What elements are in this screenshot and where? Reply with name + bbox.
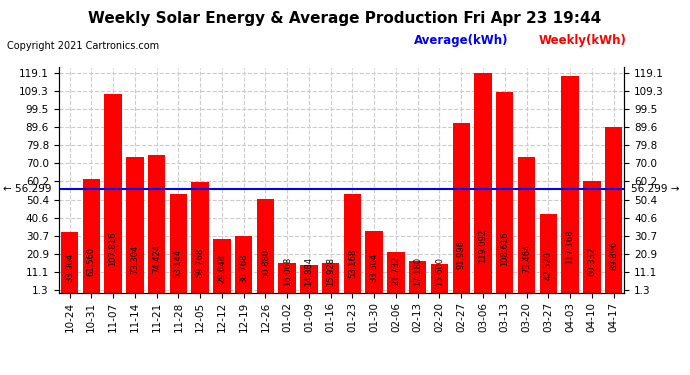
Text: 91.996: 91.996 xyxy=(457,240,466,269)
Bar xyxy=(474,73,492,292)
Text: 73.304: 73.304 xyxy=(130,244,139,273)
Text: Weekly Solar Energy & Average Production Fri Apr 23 19:44: Weekly Solar Energy & Average Production… xyxy=(88,11,602,26)
Bar xyxy=(257,199,274,292)
Text: 50.880: 50.880 xyxy=(261,249,270,279)
Bar xyxy=(170,195,187,292)
Text: 119.092: 119.092 xyxy=(478,229,488,263)
Bar xyxy=(540,214,557,292)
Bar xyxy=(191,182,209,292)
Text: 108.616: 108.616 xyxy=(500,231,509,266)
Text: 30.768: 30.768 xyxy=(239,254,248,283)
Bar xyxy=(366,231,383,292)
Text: 15.600: 15.600 xyxy=(435,257,444,286)
Text: 21.732: 21.732 xyxy=(391,256,400,285)
Text: 15.928: 15.928 xyxy=(326,257,335,286)
Bar xyxy=(431,264,448,292)
Bar xyxy=(409,261,426,292)
Text: 33.504: 33.504 xyxy=(370,253,379,282)
Text: 74.424: 74.424 xyxy=(152,244,161,273)
Bar xyxy=(322,263,339,292)
Text: 14.884: 14.884 xyxy=(304,257,313,286)
Text: Copyright 2021 Cartronics.com: Copyright 2021 Cartronics.com xyxy=(7,41,159,51)
Bar xyxy=(235,236,253,292)
Text: 60.332: 60.332 xyxy=(587,247,596,276)
Text: 17.180: 17.180 xyxy=(413,257,422,286)
Bar xyxy=(344,195,361,292)
Text: 16.068: 16.068 xyxy=(283,257,292,286)
Text: 59.768: 59.768 xyxy=(195,247,205,276)
Bar xyxy=(61,232,78,292)
Text: 53.144: 53.144 xyxy=(174,249,183,278)
Bar xyxy=(583,181,600,292)
Bar xyxy=(148,155,166,292)
Bar xyxy=(453,123,470,292)
Text: 42.520: 42.520 xyxy=(544,252,553,280)
Bar xyxy=(562,76,579,292)
Text: 53.168: 53.168 xyxy=(348,249,357,278)
Bar xyxy=(387,252,404,292)
Text: 61.560: 61.560 xyxy=(87,247,96,276)
Text: ← 56.299: ← 56.299 xyxy=(3,184,52,194)
Text: 29.048: 29.048 xyxy=(217,254,226,283)
Text: 56.299 →: 56.299 → xyxy=(631,184,680,194)
Bar xyxy=(104,94,121,292)
Text: 107.816: 107.816 xyxy=(108,231,117,266)
Bar xyxy=(126,157,144,292)
Bar xyxy=(518,157,535,292)
Bar xyxy=(213,239,230,292)
Bar xyxy=(279,263,296,292)
Bar xyxy=(605,127,622,292)
Text: 73.464: 73.464 xyxy=(522,244,531,273)
Bar xyxy=(83,179,100,292)
Text: 33.004: 33.004 xyxy=(65,253,74,282)
Text: Average(kWh): Average(kWh) xyxy=(414,34,509,47)
Bar xyxy=(496,92,513,292)
Text: 89.896: 89.896 xyxy=(609,241,618,270)
Text: 117.168: 117.168 xyxy=(566,229,575,264)
Text: Weekly(kWh): Weekly(kWh) xyxy=(538,34,626,47)
Bar xyxy=(300,265,317,292)
